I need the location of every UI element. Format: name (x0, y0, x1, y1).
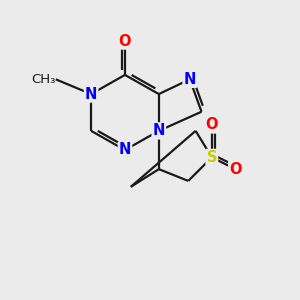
Text: S: S (207, 150, 217, 165)
Text: O: O (229, 162, 242, 177)
Text: N: N (184, 72, 196, 87)
Text: CH₃: CH₃ (32, 73, 56, 86)
Text: O: O (206, 118, 218, 133)
Text: N: N (85, 87, 97, 102)
Text: N: N (119, 142, 131, 158)
Text: O: O (119, 34, 131, 49)
Text: N: N (153, 123, 165, 138)
